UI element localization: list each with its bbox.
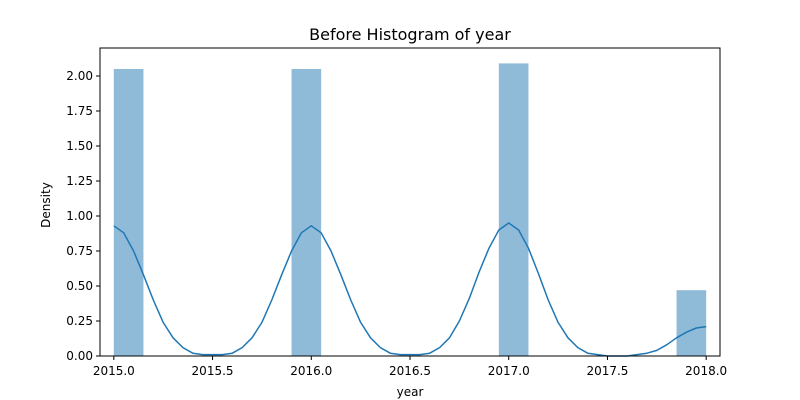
kde-line [113,222,707,357]
kde-curve-group [113,222,707,357]
x-tick-label: 2017.5 [586,364,628,378]
x-axis: 2015.0 2015.5 2016.0 2016.5 2017.0 2017.5 2018… [93,356,727,378]
plot-frame [99,47,721,357]
y-tick-label: 1.50 [66,139,93,153]
x-tick-label: 2015.0 [93,364,135,378]
x-tick-label: 2017.0 [488,364,530,378]
y-tick-label: 2.00 [66,69,93,83]
y-tick-label: 0.00 [66,349,93,363]
x-tick-label: 2016.0 [290,364,332,378]
y-tick-label: 0.25 [66,314,93,328]
x-axis-label: year [397,385,424,399]
x-tick-label: 2015.5 [192,364,234,378]
y-tick-label: 0.75 [66,244,93,258]
histogram-bar-2 [498,63,529,357]
y-axis: 0.00 0.25 0.50 0.75 1.00 1.25 1.50 1.75 2.00 [66,69,100,363]
y-tick-label: 1.75 [66,104,93,118]
x-tick-label: 2018.0 [685,364,727,378]
histogram-bar-0 [113,69,144,356]
y-tick-label: 0.50 [66,279,93,293]
y-tick-label: 1.25 [66,174,93,188]
chart-title: Before Histogram of year [309,25,511,44]
histogram-bar-1 [291,69,322,356]
y-tick-label: 1.00 [66,209,93,223]
histogram-bars [113,63,707,357]
histogram-bar-3 [676,290,707,356]
x-tick-label: 2016.5 [389,364,431,378]
y-axis-label: Density [39,182,53,228]
